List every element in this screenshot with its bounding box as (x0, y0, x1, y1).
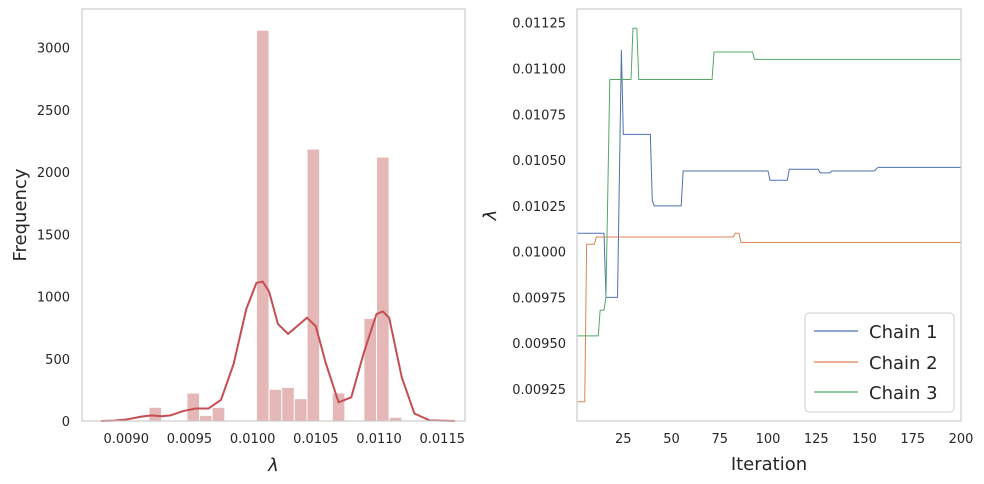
trace-y-tick-label: 0.00925 (512, 383, 566, 398)
histogram-bar-3 (186, 392, 201, 422)
trace-x-ticks: 25 50 75 100 125 150 175 200 (615, 432, 973, 447)
histogram-bar-5 (211, 406, 226, 422)
trace-line-chain-1 (577, 49, 961, 298)
legend-box (804, 312, 955, 413)
histogram-bar-4 (199, 414, 213, 422)
kde-curve (100, 280, 455, 422)
histogram-x-tick-label: 0.0105 (293, 432, 339, 447)
trace-x-tick-label: 175 (900, 432, 925, 447)
trace-line-chain-3 (577, 27, 961, 337)
trace-x-tick-label: 50 (663, 432, 680, 447)
histogram-y-ticks: 0 500 1000 1500 2000 2500 3000 (37, 42, 70, 430)
trace-panel: 25 50 75 100 125 150 175 200 0.009250.009500.00… (480, 8, 973, 475)
histogram-y-tick-label: 500 (45, 353, 70, 368)
histogram-x-tick-label: 0.0090 (103, 432, 149, 447)
trace-y-tick-label: 0.01100 (512, 63, 566, 78)
trace-x-tick-label: 25 (615, 432, 632, 447)
trace-y-tick-label: 0.01000 (512, 246, 566, 261)
trace-x-tick-label: 150 (852, 432, 877, 447)
histogram-x-tick-label: 0.0110 (356, 432, 402, 447)
histogram-frame (81, 8, 466, 422)
histogram-y-tick-label: 3000 (37, 42, 70, 57)
histogram-plot-area (82, 9, 465, 421)
trace-y-tick-label: 0.00950 (512, 337, 566, 352)
histogram-bar-6 (255, 29, 270, 422)
trace-y-tick-label: 0.01075 (512, 108, 566, 123)
legend-label-chain-2: Chain 2 (869, 353, 938, 374)
histogram-bar-11 (331, 392, 346, 422)
histogram-bar-8 (281, 386, 295, 422)
legend-label-chain-3: Chain 3 (869, 383, 938, 404)
histogram-y-tick-label: 0 (62, 415, 70, 430)
histogram-x-tick-label: 0.0095 (167, 432, 213, 447)
trace-x-tick-label: 125 (804, 432, 829, 447)
histogram-bar-0 (148, 406, 163, 422)
trace-lines (577, 27, 961, 403)
trace-y-tick-label: 0.01125 (512, 17, 566, 32)
trace-line-chain-2 (577, 232, 961, 403)
histogram-x-ticks: 0.0090 0.0095 0.0100 0.0105 0.0110 0.0115 (103, 432, 465, 447)
histogram-y-axis-label: Frequency (10, 168, 31, 261)
histogram-bar-10 (306, 148, 321, 422)
histogram-x-tick-label: 0.0100 (230, 432, 276, 447)
histogram-y-tick-label: 2000 (37, 166, 70, 181)
trace-x-tick-label: 200 (949, 432, 974, 447)
histogram-panel: 0.0090 0.0095 0.0100 0.0105 0.0110 0.0115 0 50… (10, 8, 466, 476)
trace-y-ticks: 0.00925 0.00950 0.00975 0.01000 0.01025 0.010… (512, 17, 566, 398)
histogram-x-axis-label: λ (267, 455, 279, 476)
trace-y-tick-label: 0.01050 (512, 154, 566, 169)
trace-x-tick-label: 75 (712, 432, 729, 447)
trace-y-axis-label: λ (480, 210, 501, 222)
histogram-y-tick-label: 1500 (37, 228, 70, 243)
trace-x-tick-label: 100 (756, 432, 781, 447)
trace-y-tick-label: 0.01025 (512, 200, 566, 215)
trace-frame (576, 8, 962, 422)
histogram-x-tick-label: 0.0115 (420, 432, 466, 447)
histogram-bar-13 (376, 156, 390, 422)
histogram-y-tick-label: 1000 (37, 291, 70, 306)
trace-y-tick-label: 0.00975 (512, 291, 566, 306)
legend: Chain 1 Chain 2 Chain 3 (804, 312, 955, 413)
histogram-y-tick-label: 2500 (37, 104, 70, 119)
legend-label-chain-1: Chain 1 (869, 322, 938, 343)
histogram-bar-7 (268, 388, 283, 422)
histogram-bar-9 (293, 398, 308, 422)
trace-x-axis-label: Iteration (731, 454, 807, 475)
